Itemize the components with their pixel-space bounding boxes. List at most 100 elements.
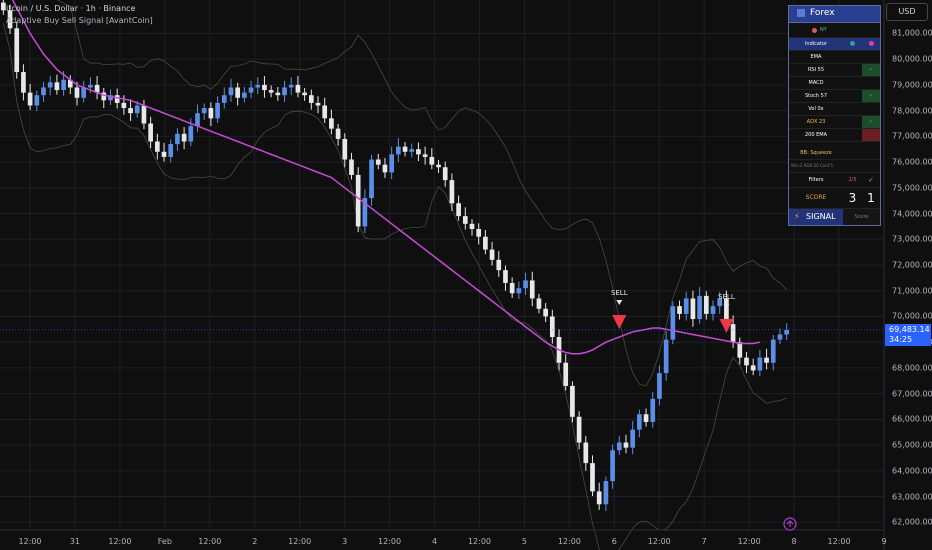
currency-button[interactable]: USD [886,3,928,21]
indicator-label: RSI 55 [807,67,825,73]
session-row: NY [789,25,880,38]
candle-body [175,133,180,145]
candle-body [590,463,595,492]
bear-cell: ✓ [862,90,880,102]
bear-cell [862,129,880,141]
y-tick-label: 80,000.00 [892,54,932,64]
candle-body [570,385,575,417]
indicator-row: RSI 55 ✓ [789,64,880,77]
candle-body [389,154,394,173]
signal-panel: Forex NY Indicator EMA RSI 55 ✓ MACD Stoch 5… [788,5,881,226]
indicator-header-label: Indicator [804,41,828,47]
candle-body [369,159,374,199]
candle-body [329,118,334,129]
x-tick-label: 4 [431,537,438,546]
candle-body [503,270,508,284]
upper-band [56,0,787,387]
chart-grid [0,0,885,530]
candle-body [523,280,528,289]
candle-body [134,105,140,114]
down-arrow-icon [723,303,730,309]
bear-cell [862,103,880,115]
candle-body [616,442,622,451]
candle-body [108,95,113,101]
candle-body [442,167,448,181]
candle-body [342,138,348,160]
indicator-row: ADX 23 ✓ [789,116,880,129]
indicator-row: Stoch 57 ✓ [789,90,880,103]
x-tick-label: 12:00 [737,537,761,546]
candle-body [630,429,636,448]
candle-body [777,334,783,340]
bull-cell [843,64,862,76]
candle-body [683,298,689,314]
filters-check-icon: ✓ [868,176,874,184]
candle-body [308,95,314,103]
candle-body [195,113,200,127]
symbol-title[interactable]: itcoin / U.S. Dollar · 1h · Binance [6,4,136,13]
candle-body [469,223,475,229]
indicator-row: MACD [789,77,880,90]
y-tick-label: 79,000.00 [892,80,932,90]
candle-body [650,398,656,422]
signal-markers: SELL SELL [611,289,735,333]
candle-body [710,306,716,314]
candle-body [730,324,736,343]
indicator-label: ADX 23 [806,119,826,125]
candle-body [637,414,642,430]
bull-cell [843,90,862,102]
candle-body [697,295,702,320]
candle-body [543,308,548,317]
candle-body [168,144,174,157]
candle-body [94,84,100,93]
lower-band [2,23,787,550]
candle-body [362,198,368,227]
candle-body [476,228,482,237]
indicator-row: EMA [789,51,880,64]
indicator-label: 200 EMA [804,132,828,138]
replay-icon[interactable] [783,517,797,531]
y-tick-label: 65,000.00 [892,440,932,450]
candle-body [235,87,241,98]
info-row: Win:3 ADX:20 Conf:5 [789,160,880,173]
candle-body [610,450,615,482]
bull-cell [843,129,862,141]
x-tick-label: 6 [611,537,617,546]
candle-body [302,92,307,96]
candle-body [623,442,629,448]
bear-dot-icon [868,41,874,46]
candle-body [315,102,321,106]
y-tick-label: 81,000.00 [892,28,932,38]
chart-icon [797,9,805,17]
indicator-label: Vol 0x [808,106,824,112]
indicator-row: Vol 0x [789,103,880,116]
x-tick-label: 12:00 [467,537,491,546]
ema-line [11,0,761,355]
signal-row: ⚡ SIGNAL Score [789,209,880,225]
candle-body [657,373,662,399]
x-tick-label: 12:00 [288,537,312,546]
candle-body [34,95,40,106]
down-arrow-icon [616,300,623,306]
indicator-title[interactable]: Adaptive Buy Sell Signal [AvantCoin] [6,16,153,25]
panel-title: Forex [810,8,835,18]
candle-body [429,156,435,165]
candle-body [335,128,341,139]
candle-body [583,442,589,464]
candle-body [750,365,756,371]
candle-body [529,280,535,299]
y-tick-label: 75,000.00 [892,183,932,193]
bull-dot-icon [850,41,855,46]
x-tick-label: 5 [521,537,527,546]
y-tick-label: 74,000.00 [892,209,932,219]
y-tick-label: 63,000.00 [892,492,932,502]
candle-body [141,105,147,124]
bear-cell [862,77,880,89]
candle-body [536,298,542,309]
candle-body [703,295,709,314]
candle-body [549,316,555,338]
bolt-icon: ⚡ [794,212,800,221]
candle-body [677,306,682,314]
bull-cell [843,51,862,63]
